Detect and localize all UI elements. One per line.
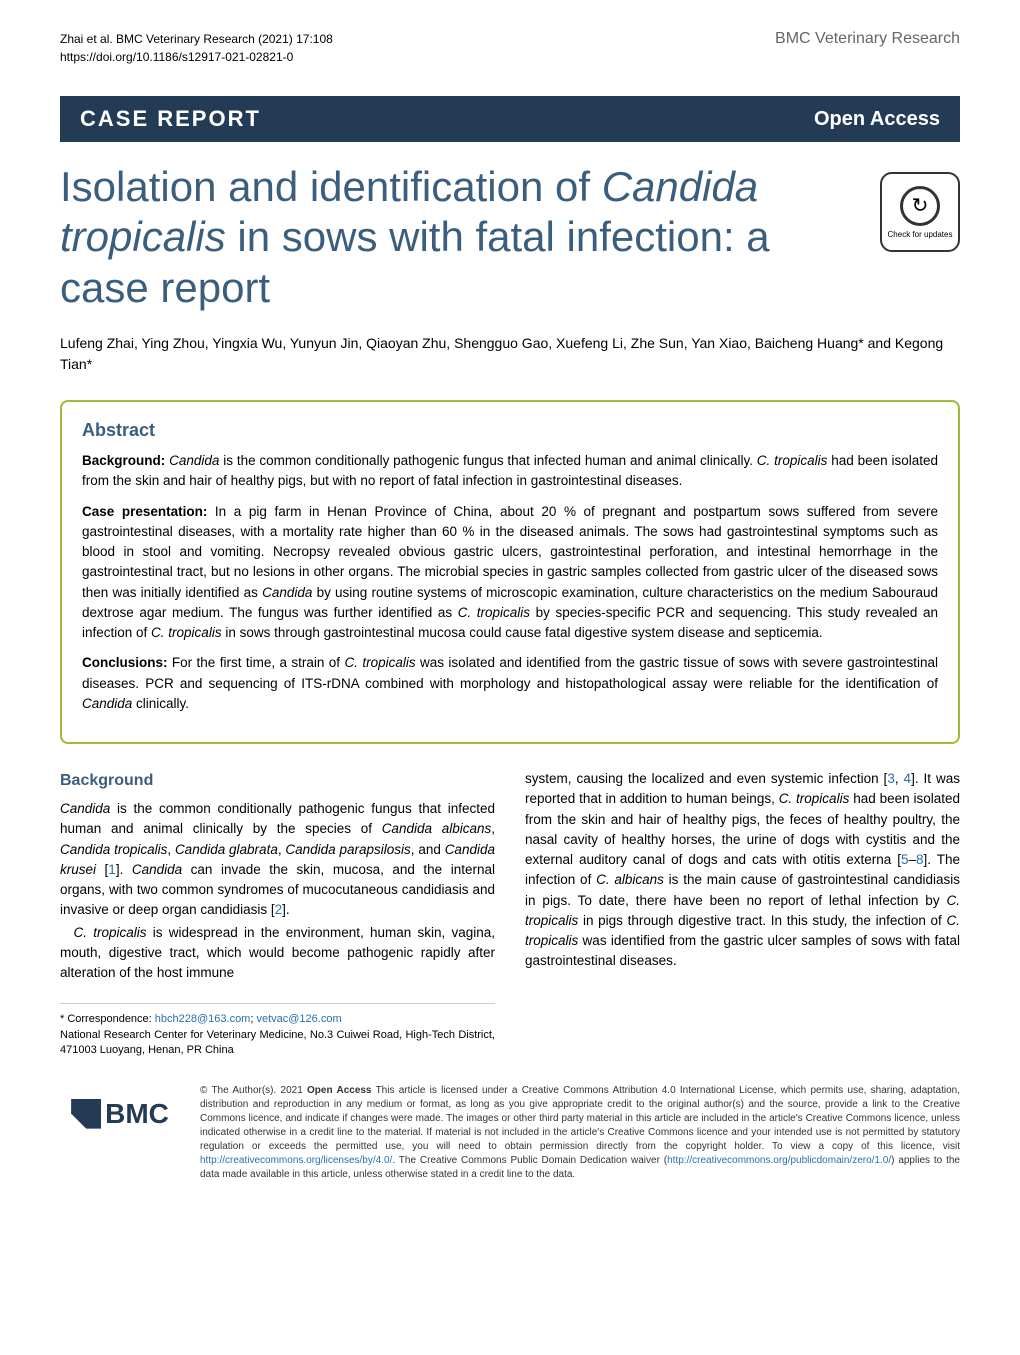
abstract-case-presentation: Case presentation: In a pig farm in Hena…	[82, 502, 938, 644]
bmc-logo: BMC	[60, 1084, 180, 1144]
refresh-arrow-icon: ↻	[912, 193, 929, 218]
page-header: Zhai et al. BMC Veterinary Research (202…	[0, 0, 1020, 76]
article-type-label: CASE REPORT	[80, 106, 261, 132]
article-type-bar: CASE REPORT Open Access	[60, 96, 960, 142]
left-column: Background Candida is the common conditi…	[60, 769, 495, 1058]
right-column: system, causing the localized and even s…	[525, 769, 960, 1058]
abstract-heading: Abstract	[82, 420, 938, 441]
check-updates-label: Check for updates	[888, 230, 953, 239]
body-columns: Background Candida is the common conditi…	[60, 769, 960, 1058]
authors-list: Lufeng Zhai, Ying Zhou, Yingxia Wu, Yuny…	[60, 333, 960, 375]
journal-name: BMC Veterinary Research	[775, 30, 960, 48]
abstract-background: Background: Candida is the common condit…	[82, 451, 938, 492]
doi-line: https://doi.org/10.1186/s12917-021-02821…	[60, 48, 333, 66]
check-updates-circle-icon: ↻	[900, 186, 940, 226]
body-paragraph: Candida is the common conditionally path…	[60, 799, 495, 921]
license-text: © The Author(s). 2021 Open Access This a…	[200, 1084, 960, 1182]
citation-block: Zhai et al. BMC Veterinary Research (202…	[60, 30, 333, 66]
check-updates-badge[interactable]: ↻ Check for updates	[880, 172, 960, 252]
bmc-square-icon	[71, 1099, 101, 1129]
body-paragraph: C. tropicalis is widespread in the envir…	[60, 923, 495, 984]
title-area: Isolation and identification of Candida …	[60, 162, 960, 313]
article-title: Isolation and identification of Candida …	[60, 162, 860, 313]
page-footer: BMC © The Author(s). 2021 Open Access Th…	[60, 1084, 960, 1182]
open-access-label: Open Access	[814, 108, 940, 131]
background-heading: Background	[60, 769, 495, 793]
bmc-logo-text: BMC	[105, 1098, 169, 1130]
body-paragraph: system, causing the localized and even s…	[525, 769, 960, 972]
abstract-box: Abstract Background: Candida is the comm…	[60, 400, 960, 744]
abstract-conclusions: Conclusions: For the first time, a strai…	[82, 653, 938, 714]
correspondence-address: National Research Center for Veterinary …	[60, 1028, 495, 1059]
citation-line: Zhai et al. BMC Veterinary Research (202…	[60, 30, 333, 48]
correspondence-block: * Correspondence: hbch228@163.com; vetva…	[60, 1003, 495, 1058]
correspondence-emails: * Correspondence: hbch228@163.com; vetva…	[60, 1012, 495, 1027]
